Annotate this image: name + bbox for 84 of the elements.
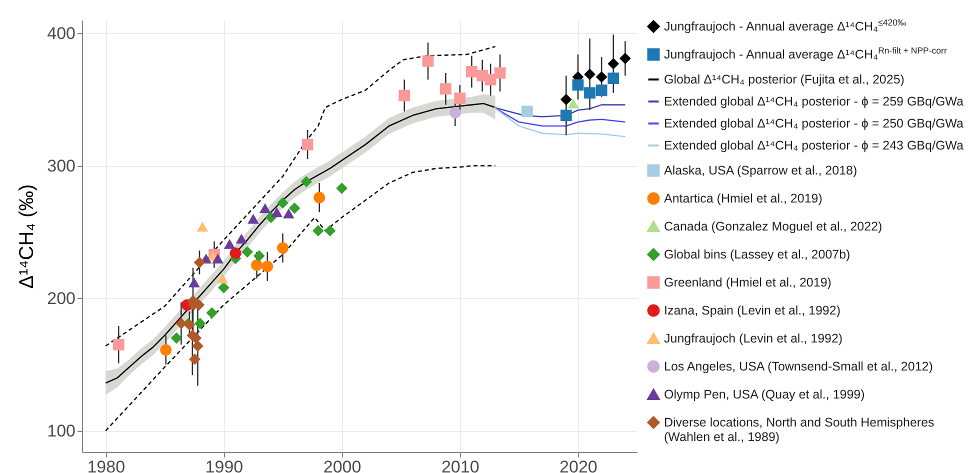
legend-label: Extended global Δ¹⁴CH₄ posterior - ϕ = 243 GBq/GWa xyxy=(664,138,964,152)
point xyxy=(224,239,236,249)
point xyxy=(560,110,572,122)
point xyxy=(572,79,584,91)
point xyxy=(494,67,506,79)
point xyxy=(484,74,496,86)
point xyxy=(282,208,294,218)
legend-label: Izana, Spain (Levin et al., 1992) xyxy=(664,304,841,318)
point xyxy=(584,87,596,99)
x-tick-label: 1980 xyxy=(87,458,126,473)
point xyxy=(259,203,271,214)
point xyxy=(242,246,254,258)
x-tick-label: 2000 xyxy=(323,458,362,473)
point xyxy=(449,107,461,118)
point xyxy=(619,52,631,64)
y-tick-label: 300 xyxy=(47,156,76,176)
legend-label: Antartica (Hmiel et al., 2019) xyxy=(664,192,822,206)
y-tick-label: 400 xyxy=(47,24,76,43)
point xyxy=(314,192,326,204)
point xyxy=(608,72,620,84)
y-axis-title: Δ¹⁴CH₄ (‰) xyxy=(16,184,38,289)
x-tick-label: 1990 xyxy=(205,458,244,473)
point xyxy=(206,307,218,319)
point xyxy=(251,259,262,271)
line-series xyxy=(104,46,496,347)
legend-label: Global bins (Lassey et al., 2007b) xyxy=(664,248,850,262)
point xyxy=(336,182,348,194)
legend-label: Jungfraujoch - Annual average Δ¹⁴CH₄$^{Rn-filt + NPP-corr}$ xyxy=(664,46,947,62)
point xyxy=(170,332,182,344)
point xyxy=(194,256,206,268)
point xyxy=(440,83,452,95)
point xyxy=(596,71,608,83)
x-tick-label: 2020 xyxy=(560,458,598,473)
legend-label: Olymp Pen, USA (Quay et al., 1999) xyxy=(664,388,865,402)
point xyxy=(192,340,204,352)
legend-label: Jungfraujoch - Annual average Δ¹⁴CH₄$^{≤420‰}$ xyxy=(664,18,906,34)
point xyxy=(212,254,224,264)
y-tick-label: 100 xyxy=(47,421,76,440)
legend-label: Diverse locations, North and South Hemispheres (Wahlen et al., 1989) xyxy=(664,416,934,444)
point xyxy=(300,176,312,188)
point xyxy=(236,234,248,244)
point xyxy=(454,92,466,104)
point xyxy=(112,338,124,350)
point xyxy=(324,225,336,236)
legend-label: Greenland (Hmiel et al., 2019) xyxy=(664,276,832,290)
line-series xyxy=(493,106,626,127)
point xyxy=(398,90,410,102)
point xyxy=(277,242,288,254)
point xyxy=(568,98,579,108)
point xyxy=(248,214,259,224)
legend-label: Extended global Δ¹⁴CH₄ posterior - ϕ = 259 GBq/GWa xyxy=(664,94,964,108)
point xyxy=(216,273,228,284)
line-series xyxy=(104,165,496,432)
point xyxy=(253,250,265,262)
point xyxy=(262,260,274,272)
point xyxy=(422,55,434,67)
point xyxy=(302,138,314,150)
point xyxy=(160,344,172,356)
point xyxy=(312,225,324,236)
legend-label: Alaska, USA (Sparrow et al., 2018) xyxy=(664,164,858,178)
point xyxy=(466,66,478,78)
legend-label: Jungfraujoch (Levin et al., 1992) xyxy=(664,332,843,346)
legend-label: Los Angeles, USA (Townsend-Small et al., 2012) xyxy=(664,360,933,374)
point xyxy=(194,318,206,330)
point xyxy=(271,207,283,218)
line-series xyxy=(493,106,626,138)
point xyxy=(288,202,300,214)
y-tick-label: 200 xyxy=(47,288,76,308)
point xyxy=(584,68,596,80)
point xyxy=(230,248,242,259)
point xyxy=(521,106,533,118)
point xyxy=(196,222,208,232)
legend-label: Extended global Δ¹⁴CH₄ posterior - ϕ = 250 GBq/GWa xyxy=(664,116,964,130)
point xyxy=(188,277,200,288)
point xyxy=(277,197,288,209)
x-tick-label: 2010 xyxy=(441,458,480,473)
legend-label: Canada (Gonzalez Moguel et al., 2022) xyxy=(664,220,882,234)
point xyxy=(608,58,620,70)
point xyxy=(560,94,572,106)
point xyxy=(189,354,200,365)
point xyxy=(175,318,187,330)
point xyxy=(596,84,608,96)
point xyxy=(218,282,230,294)
legend-label: Global Δ¹⁴CH₄ posterior (Fujita et al., 2025) xyxy=(664,72,904,86)
